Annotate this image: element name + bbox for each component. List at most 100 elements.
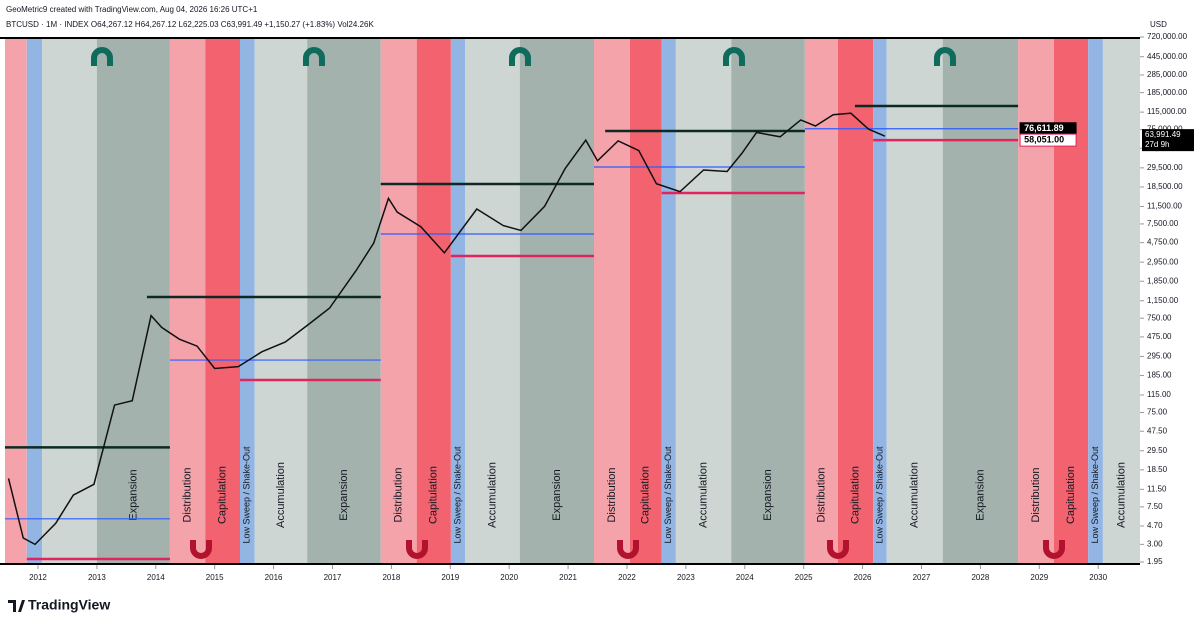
y-tick-label: 47.50 (1147, 426, 1168, 435)
x-tick-label: 2026 (854, 573, 872, 582)
y-tick-label: 285,000.00 (1147, 70, 1188, 79)
y-tick-label: 18,500.00 (1147, 182, 1183, 191)
phase-band (675, 38, 732, 564)
phase-band (96, 38, 170, 564)
phase-label: Distribution (815, 467, 827, 522)
x-tick-label: 2024 (736, 573, 754, 582)
x-tick-label: 2014 (147, 573, 165, 582)
phase-bands: Expansion Distribution Capitulation Low Swe… (5, 38, 1140, 564)
phase-label: Expansion (762, 469, 774, 520)
phase-band (169, 38, 206, 564)
phase-band (661, 38, 676, 564)
y-tick-label: 11,500.00 (1147, 202, 1183, 211)
phase-band (5, 38, 27, 564)
level-label: 76,611.89 (1024, 123, 1064, 133)
x-tick-label: 2027 (913, 573, 931, 582)
x-tick-label: 2029 (1030, 573, 1048, 582)
brand-logo (8, 600, 25, 612)
y-tick-label: 2,950.00 (1147, 257, 1179, 266)
phase-label: Capitulation (428, 466, 440, 524)
phase-label: Expansion (974, 469, 986, 520)
y-tick-label: 75.00 (1147, 408, 1168, 417)
x-tick-label: 2012 (29, 573, 47, 582)
phase-band (1088, 38, 1103, 564)
magnet-icons (91, 47, 1065, 559)
phase-label: Accumulation (275, 462, 287, 528)
phase-band (593, 38, 630, 564)
y-tick-label: 29,500.00 (1147, 163, 1183, 172)
phase-band (205, 38, 241, 564)
phase-band (450, 38, 466, 564)
phase-band (26, 38, 43, 564)
magnet-bottom (190, 540, 1065, 559)
phase-label: Accumulation (909, 462, 921, 528)
y-tick-label: 445,000.00 (1147, 52, 1188, 61)
phase-label: Low Sweep / Shake-Out (452, 446, 462, 544)
y-tick-label: 4.70 (1147, 521, 1163, 530)
symbol-line: BTCUSD · 1M · INDEX O64,267.12 H64,267.1… (6, 20, 374, 29)
phase-band (1102, 38, 1140, 564)
phase-label: Capitulation (640, 466, 652, 524)
phase-band (519, 38, 594, 564)
y-tick-label: 29.50 (1147, 446, 1168, 455)
x-tick-label: 2019 (441, 573, 459, 582)
y-tick-label: 720,000.00 (1147, 32, 1188, 41)
phase-label: Expansion (551, 469, 563, 520)
phase-band (416, 38, 451, 564)
phase-band (873, 38, 887, 564)
x-tick-label: 2015 (206, 573, 224, 582)
y-tick-label: 115.00 (1147, 390, 1171, 399)
y-tick-label: 1,150.00 (1147, 296, 1179, 305)
y-tick-label: 115,000.00 (1147, 107, 1187, 116)
x-tick-label: 2023 (677, 573, 695, 582)
x-tick-label: 2022 (618, 573, 636, 582)
x-tick-label: 2016 (265, 573, 283, 582)
phase-label: Distribution (181, 467, 193, 522)
phase-band (886, 38, 943, 564)
y-tick-label: 3.00 (1147, 539, 1163, 548)
x-tick-label: 2013 (88, 573, 106, 582)
level-label-box (1019, 133, 1077, 147)
phase-label: Distribution (1030, 467, 1042, 522)
phase-band (307, 38, 381, 564)
phase-band (804, 38, 838, 564)
y-tick-label: 7.50 (1147, 502, 1163, 511)
x-tick-label: 2030 (1089, 573, 1107, 582)
phase-band (942, 38, 1019, 564)
phase-band (837, 38, 874, 564)
y-axis-label: USD (1150, 20, 1167, 29)
y-tick-label: 1,850.00 (1147, 276, 1179, 285)
y-tick-label: 185,000.00 (1147, 88, 1188, 97)
level-label: 58,051.00 (1024, 134, 1064, 144)
phase-label: Distribution (393, 467, 405, 522)
x-tick-label: 2025 (795, 573, 813, 582)
phase-band (629, 38, 662, 564)
x-tick-label: 2021 (559, 573, 577, 582)
y-tick-label: 4,750.00 (1147, 238, 1179, 247)
price-line (7, 112, 886, 546)
phase-band (42, 38, 97, 564)
last-price-box (1142, 129, 1194, 152)
phase-band (465, 38, 520, 564)
y-tick-label: 475.00 (1147, 332, 1172, 341)
phase-label: Distribution (606, 467, 618, 522)
x-tick-label: 2018 (382, 573, 400, 582)
phase-label: Capitulation (217, 466, 229, 524)
brand: TradingView (28, 597, 110, 613)
phase-label: Accumulation (1115, 462, 1127, 528)
y-tick-label: 18.50 (1147, 465, 1168, 474)
magnet-top (91, 47, 956, 66)
phase-label: Low Sweep / Shake-Out (242, 446, 252, 544)
x-tick-label: 2020 (500, 573, 518, 582)
y-tick-label: 185.00 (1147, 371, 1172, 380)
last-price-label: 63,991.49 (1145, 130, 1181, 139)
phase-band (240, 38, 255, 564)
phase-label: Expansion (338, 469, 350, 520)
phase-label: Expansion (127, 469, 139, 520)
phase-label: Low Sweep / Shake-Out (1090, 446, 1100, 544)
phase-label: Low Sweep / Shake-Out (874, 446, 884, 544)
phase-band (380, 38, 417, 564)
